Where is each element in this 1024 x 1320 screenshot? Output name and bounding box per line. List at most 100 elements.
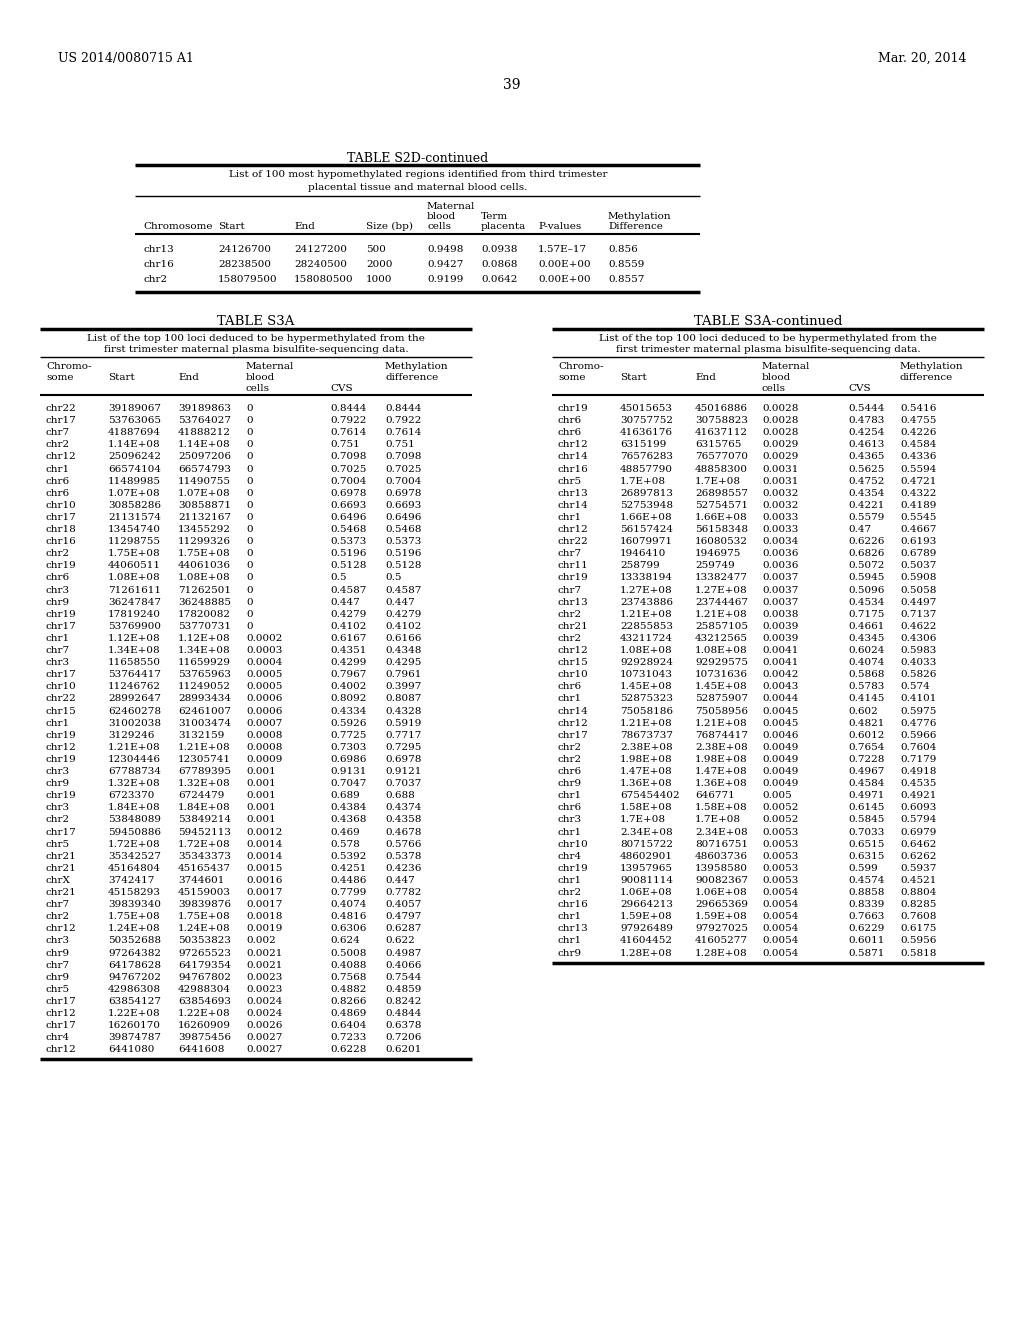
Text: 0.0029: 0.0029: [762, 441, 799, 449]
Text: chr10: chr10: [558, 671, 589, 680]
Text: chr12: chr12: [558, 441, 589, 449]
Text: chr6: chr6: [558, 416, 582, 425]
Text: chr19: chr19: [46, 561, 77, 570]
Text: 0.6201: 0.6201: [385, 1045, 421, 1055]
Text: 0.4587: 0.4587: [330, 586, 367, 594]
Text: 0.4613: 0.4613: [848, 441, 885, 449]
Text: 0.4328: 0.4328: [385, 706, 421, 715]
Text: 0.0054: 0.0054: [762, 912, 799, 921]
Text: chr17: chr17: [46, 622, 77, 631]
Text: 0.4721: 0.4721: [900, 477, 936, 486]
Text: 45159003: 45159003: [178, 888, 231, 898]
Text: 39189067: 39189067: [108, 404, 161, 413]
Text: 0: 0: [246, 525, 253, 535]
Text: chr12: chr12: [46, 1045, 77, 1055]
Text: 675454402: 675454402: [620, 791, 680, 800]
Text: 0.7967: 0.7967: [330, 671, 367, 680]
Text: 0: 0: [246, 622, 253, 631]
Text: 0.4987: 0.4987: [385, 949, 421, 957]
Text: 0.4486: 0.4486: [330, 876, 367, 884]
Text: 41637112: 41637112: [695, 428, 748, 437]
Text: 0.4226: 0.4226: [900, 428, 936, 437]
Text: chr19: chr19: [46, 610, 77, 619]
Text: difference: difference: [385, 374, 438, 381]
Text: 0.5128: 0.5128: [330, 561, 367, 570]
Text: chr22: chr22: [558, 537, 589, 546]
Text: 0.5378: 0.5378: [385, 851, 421, 861]
Text: 39: 39: [503, 78, 521, 92]
Text: 0.4322: 0.4322: [900, 488, 936, 498]
Text: chr19: chr19: [558, 573, 589, 582]
Text: 0.751: 0.751: [385, 441, 415, 449]
Text: 0: 0: [246, 586, 253, 594]
Text: 0.0049: 0.0049: [762, 779, 799, 788]
Text: 53848089: 53848089: [108, 816, 161, 825]
Text: 0.4859: 0.4859: [385, 985, 421, 994]
Text: 0.6145: 0.6145: [848, 804, 885, 812]
Text: chr2: chr2: [558, 610, 582, 619]
Text: 0.5468: 0.5468: [385, 525, 421, 535]
Text: chr3: chr3: [46, 936, 70, 945]
Text: 0.7137: 0.7137: [900, 610, 936, 619]
Text: 0.7228: 0.7228: [848, 755, 885, 764]
Text: 6315199: 6315199: [620, 441, 667, 449]
Text: 0.689: 0.689: [330, 791, 359, 800]
Text: 1.72E+08: 1.72E+08: [108, 840, 161, 849]
Text: 1.08E+08: 1.08E+08: [695, 645, 748, 655]
Text: 0.4776: 0.4776: [900, 718, 936, 727]
Text: 21132167: 21132167: [178, 513, 231, 521]
Text: 39839876: 39839876: [178, 900, 231, 909]
Text: chr1: chr1: [558, 828, 582, 837]
Text: chr14: chr14: [558, 453, 589, 462]
Text: chr18: chr18: [46, 525, 77, 535]
Text: blood: blood: [427, 213, 457, 220]
Text: 26897813: 26897813: [620, 488, 673, 498]
Text: 0.5416: 0.5416: [900, 404, 936, 413]
Text: 0.4587: 0.4587: [385, 586, 421, 594]
Text: 42988304: 42988304: [178, 985, 231, 994]
Text: chr16: chr16: [46, 537, 77, 546]
Text: 0.0005: 0.0005: [246, 671, 283, 680]
Text: chr15: chr15: [46, 706, 77, 715]
Text: 0.5058: 0.5058: [900, 586, 936, 594]
Text: 0.6789: 0.6789: [900, 549, 936, 558]
Text: 66574104: 66574104: [108, 465, 161, 474]
Text: 36248885: 36248885: [178, 598, 231, 607]
Text: 1.58E+08: 1.58E+08: [695, 804, 748, 812]
Text: 0.0017: 0.0017: [246, 888, 283, 898]
Text: 97926489: 97926489: [620, 924, 673, 933]
Text: 29664213: 29664213: [620, 900, 673, 909]
Text: 1.66E+08: 1.66E+08: [695, 513, 748, 521]
Text: List of the top 100 loci deduced to be hypermethylated from the: List of the top 100 loci deduced to be h…: [87, 334, 425, 343]
Text: 0.0036: 0.0036: [762, 549, 799, 558]
Text: 59450886: 59450886: [108, 828, 161, 837]
Text: 0.6229: 0.6229: [848, 924, 885, 933]
Text: 0.7025: 0.7025: [330, 465, 367, 474]
Text: 1.28E+08: 1.28E+08: [620, 949, 673, 957]
Text: 29665369: 29665369: [695, 900, 748, 909]
Text: 0.0017: 0.0017: [246, 900, 283, 909]
Text: 0.6228: 0.6228: [330, 1045, 367, 1055]
Text: 0.5373: 0.5373: [330, 537, 367, 546]
Text: TABLE S2D-continued: TABLE S2D-continued: [347, 152, 488, 165]
Text: chr12: chr12: [46, 1008, 77, 1018]
Text: 1.27E+08: 1.27E+08: [695, 586, 748, 594]
Text: 13455292: 13455292: [178, 525, 231, 535]
Text: chr13: chr13: [558, 488, 589, 498]
Text: Methylation: Methylation: [900, 362, 964, 371]
Text: chr7: chr7: [46, 900, 70, 909]
Text: chr2: chr2: [46, 549, 70, 558]
Text: 0.4521: 0.4521: [900, 876, 936, 884]
Text: 2000: 2000: [366, 260, 392, 269]
Text: 0.4101: 0.4101: [900, 694, 936, 704]
Text: first trimester maternal plasma bisulfite-sequencing data.: first trimester maternal plasma bisulfit…: [615, 345, 921, 354]
Text: chr10: chr10: [558, 840, 589, 849]
Text: 0.00E+00: 0.00E+00: [538, 275, 591, 284]
Text: 0.7799: 0.7799: [330, 888, 367, 898]
Text: 1.28E+08: 1.28E+08: [695, 949, 748, 957]
Text: 11659929: 11659929: [178, 659, 231, 667]
Text: 1.84E+08: 1.84E+08: [178, 804, 230, 812]
Text: 31003474: 31003474: [178, 718, 231, 727]
Text: chr2: chr2: [558, 743, 582, 752]
Text: 0.4384: 0.4384: [330, 804, 367, 812]
